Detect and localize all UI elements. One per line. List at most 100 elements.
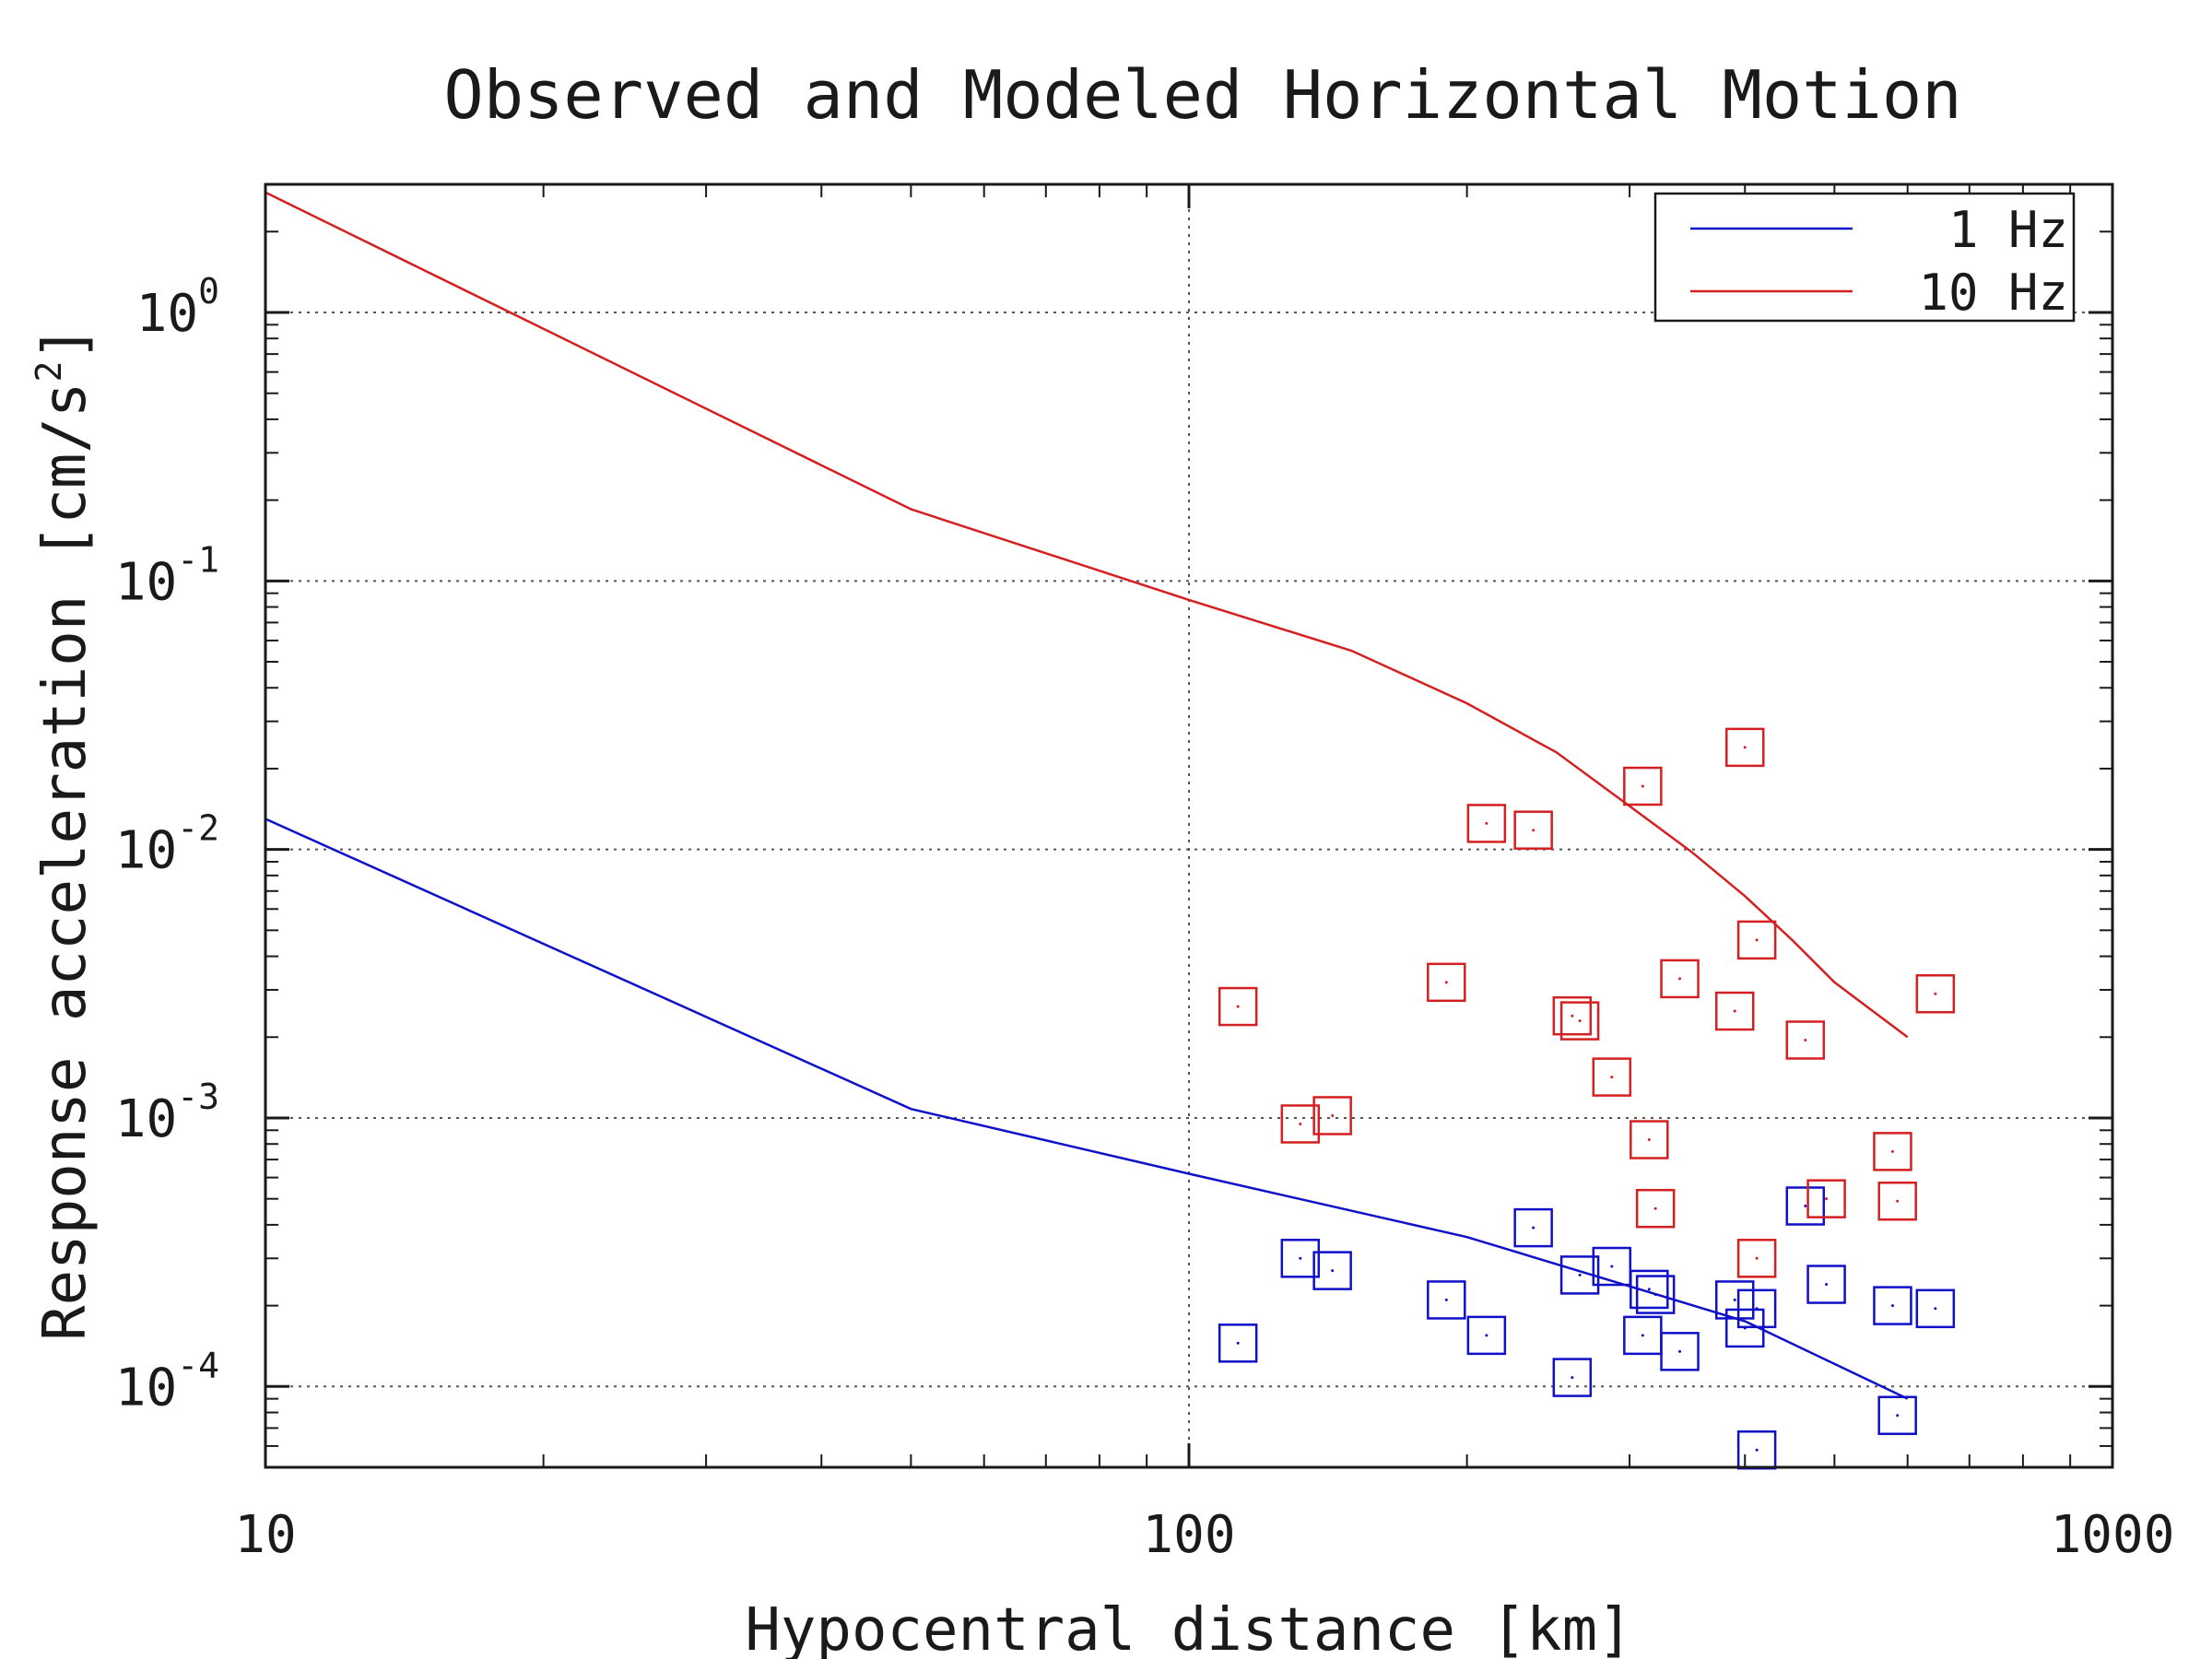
observed-point-center [1934,1307,1937,1311]
observed-point-center [1678,977,1682,981]
observed-point-series-1 [1806,1265,1846,1304]
y-axis-label-close: ] [31,325,100,361]
observed-point-series-1 [1218,1324,1258,1363]
observed-point-center [1755,938,1759,942]
observed-point-center [1444,1298,1448,1301]
observed-point-center [1678,1349,1682,1353]
y-tick-exponent: -2 [177,808,219,849]
observed-point-center [1236,1341,1240,1345]
legend-label-series-2: 10 Hz [1918,264,2068,322]
x-tick-label: 100 [1142,1505,1235,1565]
y-axis-label-exponent: 2 [29,361,69,382]
y-tick-base: 10 [115,821,177,881]
y-tick-exponent: -3 [177,1077,219,1117]
y-tick-label: 10-1 [115,539,219,612]
observed-point-series-2 [1877,1181,1917,1221]
observed-point-center [1236,1005,1240,1008]
y-tick-label: 10-4 [115,1345,219,1418]
observed-point-center [1532,829,1535,832]
observed-point-series-2 [1592,1057,1632,1097]
x-tick-labels: 10 100 1000 [234,1505,2174,1565]
observed-point-series-1 [1513,1207,1553,1248]
observed-point-series-1 [1630,1269,1669,1310]
observed-point-center [1647,1138,1651,1142]
observed-point-center [1934,992,1937,995]
y-tick-base: 10 [115,1358,177,1418]
observed-point-series-2 [1873,1132,1912,1171]
observed-point-center [1485,821,1488,825]
x-tick-label: 1000 [2051,1505,2175,1565]
y-tick-label: 10-3 [115,1077,219,1149]
observed-point-series-2 [1725,727,1765,768]
observed-point-series-2 [1218,986,1258,1027]
observed-point-series-1 [1785,1186,1826,1226]
observed-point-series-1 [1312,1251,1352,1290]
observed-point-series-1 [1660,1332,1700,1371]
observed-point-center [1825,1283,1829,1287]
observed-point-series-1 [1736,1288,1777,1329]
y-axis-label-main: Response acceleration [cm/s [31,382,100,1341]
observed-point-center [1331,1113,1335,1117]
observed-point-series-2 [1660,959,1700,999]
observed-point-center [1641,784,1644,788]
observed-point-series-2 [1915,974,1956,1014]
observed-point-center [1571,1014,1574,1018]
observed-point-series-2 [1312,1096,1352,1135]
observed-point-series-1 [1592,1246,1632,1287]
tick-marks [264,184,2114,1467]
observed-point-series-1 [1635,1275,1676,1314]
observed-point-series-2 [1736,920,1777,960]
observed-point-series-1 [1427,1280,1466,1320]
observed-point-center [1896,1414,1900,1418]
observed-point-center [1890,1304,1894,1308]
observed-point-center [1743,746,1747,749]
legend-label-series-1: 1 Hz [1948,201,2068,259]
observed-point-series-1 [1714,1280,1755,1320]
observed-point-series-1 [1552,1358,1593,1397]
series-layer [265,191,1956,1470]
y-tick-base: 10 [115,552,177,612]
y-tick-base: 10 [136,284,198,344]
observed-point-series-1 [1559,1255,1600,1295]
observed-point-series-1 [1280,1239,1321,1278]
observed-point-series-2 [1635,1188,1676,1229]
observed-point-center [1532,1226,1535,1230]
observed-point-series-2 [1785,1020,1826,1060]
observed-point-center [1825,1197,1829,1201]
x-axis-label: Hypocentral distance [km] [745,1596,1632,1659]
y-tick-exponent: -1 [177,539,219,580]
observed-point-series-2 [1280,1104,1321,1144]
observed-point-center [1653,1206,1657,1210]
y-tick-exponent: 0 [198,271,219,312]
observed-point-center [1571,1376,1574,1380]
y-tick-exponent: -4 [177,1345,219,1385]
observed-point-center [1755,1448,1759,1452]
observed-point-center [1896,1199,1900,1203]
observed-point-series-1 [1877,1395,1917,1435]
observed-point-series-1 [1915,1288,1956,1329]
observed-point-center [1804,1205,1807,1208]
observed-point-center [1578,1273,1582,1277]
grid-lines [265,184,2112,1467]
model-line-series-2 [265,191,1909,1039]
model-line-series-1 [265,818,1909,1400]
observed-point-center [1641,1334,1644,1337]
observed-point-series-2 [1552,995,1593,1036]
observed-point-series-2 [1630,1120,1669,1159]
observed-point-series-2 [1806,1179,1846,1218]
observed-point-center [1299,1256,1302,1260]
observed-point-center [1804,1038,1807,1041]
observed-point-center [1653,1293,1657,1297]
observed-point-center [1733,1298,1736,1301]
observed-point-center [1610,1076,1614,1079]
observed-point-center [1299,1122,1302,1125]
observed-point-center [1890,1149,1894,1153]
observed-point-series-2 [1466,804,1507,843]
observed-point-center [1578,1019,1582,1023]
observed-point-series-1 [1466,1315,1507,1356]
x-tick-label: 10 [234,1505,296,1565]
y-axis-label: Response acceleration [cm/s2] [29,325,100,1341]
